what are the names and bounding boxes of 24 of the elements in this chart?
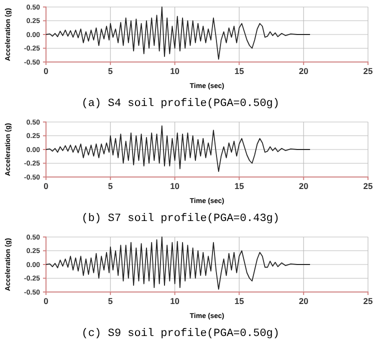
line-series (46, 6, 310, 60)
x-tick-label: 0 (44, 66, 49, 76)
x-tick-label: 15 (234, 181, 244, 192)
x-tick-label: 20 (298, 181, 309, 192)
x-tick-label: 15 (234, 66, 244, 76)
x-tick-label: 0 (44, 181, 49, 192)
x-tick-label: 5 (108, 66, 114, 76)
x-tick-label: 25 (363, 66, 373, 76)
x-tick-label: 5 (108, 296, 114, 306)
text: (c) S9 soil profile(PGA=0.50g) (81, 328, 280, 340)
text: (a) S4 soil profile(PGA=0.50g) (81, 98, 280, 110)
x-tick-label: 15 (234, 296, 244, 306)
x-tick-label: 10 (170, 181, 180, 192)
x-tick-label: 20 (298, 66, 309, 76)
x-tick-label: 5 (108, 181, 114, 192)
line-series (46, 236, 310, 290)
x-tick-label: 10 (170, 66, 180, 76)
x-tick-label: 25 (363, 181, 373, 192)
text: (b) S7 soil profile(PGA=0.43g) (81, 213, 280, 225)
x-tick-label: 10 (170, 296, 180, 306)
line-series (46, 125, 310, 172)
x-tick-label: 20 (298, 296, 309, 306)
x-tick-label: 25 (363, 296, 373, 306)
x-tick-label: 0 (44, 296, 49, 306)
